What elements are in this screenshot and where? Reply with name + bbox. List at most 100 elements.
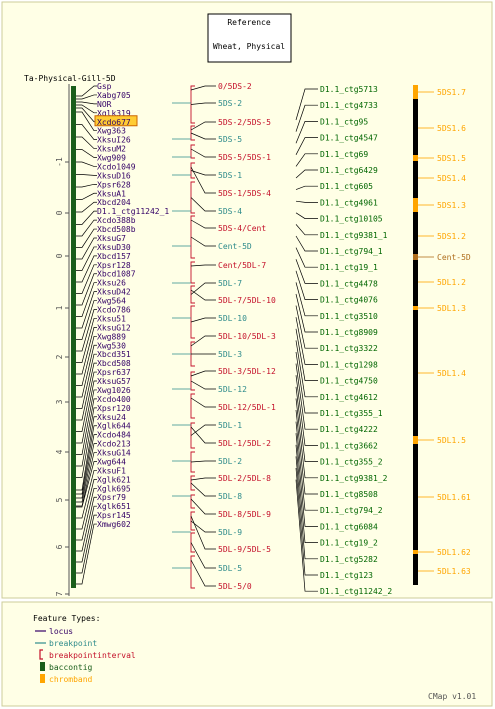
locus-label[interactable]: Xmwg602	[97, 520, 131, 529]
locus-label[interactable]: XksuA1	[97, 189, 126, 198]
contig-label[interactable]: D1.1_ctg4547	[320, 134, 378, 143]
breakpoint-interval-label[interactable]: 5DL-1/5DL-2	[218, 439, 271, 448]
locus-label[interactable]: Xksu26	[97, 279, 126, 288]
contig-label[interactable]: D1.1_ctg3662	[320, 441, 378, 450]
contig-label[interactable]: D1.1_ctg10105	[320, 215, 383, 224]
interval-bracket[interactable]	[190, 393, 195, 419]
contig-label[interactable]: D1.1_ctg605	[320, 182, 373, 191]
breakpoint-label[interactable]: 5DL-9	[218, 528, 242, 537]
breakpoint-interval-label[interactable]: 5DL-2/5DL-8	[218, 474, 271, 483]
locus-label[interactable]: Xglk644	[97, 422, 131, 431]
locus-label[interactable]: Xcdo213	[97, 440, 131, 449]
breakpoint-label[interactable]: 5DL-10	[218, 314, 247, 323]
locus-label[interactable]: XksuG12	[97, 323, 131, 332]
locus-label[interactable]: Xwg564	[97, 297, 126, 306]
locus-label[interactable]: Xwg1026	[97, 386, 131, 395]
locus-label[interactable]: Xcdo1049	[97, 162, 136, 171]
breakpoint-label[interactable]: 5DS-5	[218, 135, 242, 144]
chromband-segment[interactable]	[413, 436, 418, 444]
footer-version[interactable]: CMap v1.01	[428, 692, 476, 701]
chromband-label[interactable]: 5DL1.2	[437, 278, 466, 287]
chromband-segment[interactable]	[413, 254, 418, 260]
breakpoint-label[interactable]: 5DL-8	[218, 492, 242, 501]
locus-label[interactable]: Xbcd204	[97, 198, 131, 207]
breakpoint-label[interactable]: 5DS-1	[218, 171, 242, 180]
contig-label[interactable]: D1.1_ctg95	[320, 117, 368, 126]
breakpoint-interval-label[interactable]: 0/5DS-2	[218, 82, 252, 91]
breakpoint-label[interactable]: 5DL-2	[218, 457, 242, 466]
contig-label[interactable]: D1.1_ctg11242_2	[320, 587, 392, 596]
locus-label[interactable]: Xpsr637	[97, 368, 131, 377]
chromband-label[interactable]: 5DS1.2	[437, 232, 466, 241]
locus-label[interactable]: XksuG7	[97, 234, 126, 243]
breakpoint-label[interactable]: Cent-5D	[218, 242, 252, 251]
locus-label[interactable]: Xpsr145	[97, 511, 131, 520]
locus-label[interactable]: Xpsr79	[97, 493, 126, 502]
contig-label[interactable]: D1.1_ctg4612	[320, 393, 378, 402]
contig-label[interactable]: D1.1_ctg4222	[320, 425, 378, 434]
contig-label[interactable]: D1.1_ctg355_2	[320, 458, 383, 467]
locus-label[interactable]: Xbcd508	[97, 359, 131, 368]
interval-bracket[interactable]	[190, 144, 195, 159]
locus-label[interactable]: XksuI26	[97, 136, 131, 145]
chromband-label[interactable]: 5DS1.5	[437, 154, 466, 163]
breakpoint-interval-label[interactable]: 5DL-12/5DL-1	[218, 403, 276, 412]
locus-label[interactable]: Xksu51	[97, 314, 126, 323]
interval-bracket[interactable]	[190, 261, 195, 284]
contig-label[interactable]: D1.1_ctg4733	[320, 101, 378, 110]
locus-label[interactable]: Xglk695	[97, 484, 131, 493]
breakpoint-interval-label[interactable]: 5DS-1/5DS-4	[218, 189, 271, 198]
contig-label[interactable]: D1.1_ctg4478	[320, 279, 378, 288]
locus-label[interactable]: Xcdo677	[97, 118, 131, 127]
baccontig-bar[interactable]	[71, 86, 76, 588]
locus-label[interactable]: Xglk319	[97, 109, 131, 118]
contig-label[interactable]: D1.1_ctg4750	[320, 377, 378, 386]
locus-label[interactable]: Xpsr120	[97, 404, 131, 413]
contig-label[interactable]: D1.1_ctg8508	[320, 490, 378, 499]
breakpoint-interval-label[interactable]: 5DL-7/5DL-10	[218, 296, 276, 305]
chromband-label[interactable]: 5DS1.3	[437, 201, 466, 210]
locus-label[interactable]: Xglk651	[97, 502, 131, 511]
locus-label[interactable]: Xglk621	[97, 475, 131, 484]
locus-label[interactable]: XksuD42	[97, 288, 131, 297]
locus-label[interactable]: XksuG14	[97, 449, 131, 458]
contig-label[interactable]: D1.1_ctg3322	[320, 344, 378, 353]
contig-label[interactable]: D1.1_ctg123	[320, 571, 373, 580]
locus-label[interactable]: Xpsr128	[97, 261, 131, 270]
contig-label[interactable]: D1.1_ctg19_1	[320, 263, 378, 272]
chromband-label[interactable]: 5DL1.5	[437, 436, 466, 445]
locus-label[interactable]: Xpsr628	[97, 180, 131, 189]
chromband-label[interactable]: Cent-5D	[437, 253, 471, 262]
locus-label[interactable]: NOR	[97, 100, 112, 109]
locus-label[interactable]: Xbcd1087	[97, 270, 136, 279]
contig-label[interactable]: D1.1_ctg794_1	[320, 247, 383, 256]
chromband-label[interactable]: 5DL1.4	[437, 369, 466, 378]
locus-label[interactable]: Xabg705	[97, 91, 131, 100]
chromband-label[interactable]: 5DS1.6	[437, 124, 466, 133]
contig-label[interactable]: D1.1_ctg69	[320, 150, 368, 159]
chromband-segment[interactable]	[413, 155, 418, 161]
locus-label[interactable]: Xcdo388b	[97, 216, 136, 225]
locus-label[interactable]: XksuM2	[97, 145, 126, 154]
breakpoint-interval-label[interactable]: 5DS-2/5DS-5	[218, 118, 271, 127]
locus-label[interactable]: Xwg909	[97, 154, 126, 163]
chromosome-bar[interactable]	[413, 86, 418, 585]
breakpoint-interval-label[interactable]: 5DL-8/5DL-9	[218, 510, 271, 519]
chromband-segment[interactable]	[413, 306, 418, 310]
breakpoint-interval-label[interactable]: 5DL-5/0	[218, 582, 252, 591]
contig-label[interactable]: D1.1_ctg9381_1	[320, 231, 388, 240]
locus-label[interactable]: XksuG57	[97, 377, 131, 386]
locus-label[interactable]: Xcdo786	[97, 306, 131, 315]
locus-label[interactable]: XksuD16	[97, 171, 131, 180]
locus-label[interactable]: D1.1_ctg11242_1	[97, 207, 169, 216]
chromband-label[interactable]: 5DS1.7	[437, 88, 466, 97]
chromband-label[interactable]: 5DL1.63	[437, 567, 471, 576]
contig-label[interactable]: D1.1_ctg4076	[320, 296, 378, 305]
contig-label[interactable]: D1.1_ctg355_1	[320, 409, 383, 418]
map-title[interactable]: Ta-Physical-Gill-5D	[24, 74, 116, 83]
locus-label[interactable]: Xksu24	[97, 413, 126, 422]
chromband-label[interactable]: 5DL1.62	[437, 548, 471, 557]
breakpoint-label[interactable]: 5DL-7	[218, 279, 242, 288]
locus-label[interactable]: Xbcd351	[97, 350, 131, 359]
chromband-label[interactable]: 5DS1.4	[437, 174, 466, 183]
